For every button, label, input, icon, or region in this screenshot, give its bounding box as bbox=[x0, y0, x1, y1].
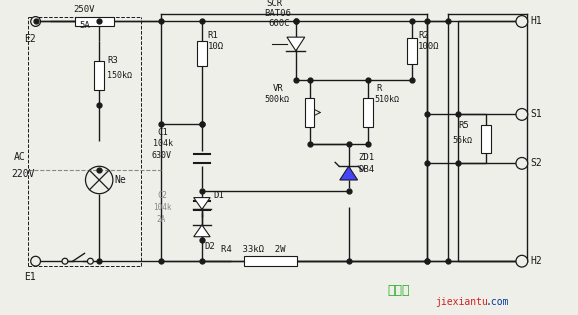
Text: R4  33kΩ  2W: R4 33kΩ 2W bbox=[221, 245, 286, 254]
Text: R3: R3 bbox=[107, 56, 118, 65]
Text: 250V: 250V bbox=[74, 5, 95, 14]
Text: AC: AC bbox=[14, 152, 26, 162]
Text: E1: E1 bbox=[24, 272, 36, 282]
Circle shape bbox=[62, 258, 68, 264]
Text: D1: D1 bbox=[214, 191, 224, 200]
Bar bbox=[481, 125, 491, 152]
Polygon shape bbox=[194, 198, 210, 209]
Bar bbox=[75, 17, 114, 26]
Text: S1: S1 bbox=[531, 109, 542, 119]
Bar bbox=[243, 256, 297, 266]
Text: 220V: 220V bbox=[11, 169, 35, 179]
Text: C1: C1 bbox=[157, 128, 168, 136]
Bar bbox=[197, 41, 207, 66]
Text: 5A: 5A bbox=[79, 21, 90, 30]
Text: 56kΩ: 56kΩ bbox=[453, 136, 472, 145]
Circle shape bbox=[31, 256, 40, 266]
Bar bbox=[305, 98, 314, 127]
Polygon shape bbox=[340, 166, 358, 180]
Text: 接线图: 接线图 bbox=[388, 284, 410, 297]
Polygon shape bbox=[287, 37, 305, 51]
Text: C2: C2 bbox=[157, 191, 167, 200]
Text: R1: R1 bbox=[208, 31, 218, 40]
Text: H2: H2 bbox=[531, 256, 542, 266]
Text: DB4: DB4 bbox=[358, 165, 375, 174]
Circle shape bbox=[516, 16, 528, 27]
Text: D2: D2 bbox=[204, 242, 214, 251]
Text: R2: R2 bbox=[418, 31, 429, 40]
Text: 510kΩ: 510kΩ bbox=[374, 95, 399, 104]
Text: H1: H1 bbox=[531, 16, 542, 26]
Text: 104k: 104k bbox=[153, 139, 173, 148]
Polygon shape bbox=[194, 225, 210, 237]
Circle shape bbox=[31, 17, 40, 26]
Text: R: R bbox=[376, 83, 381, 93]
Text: BAT06: BAT06 bbox=[265, 9, 291, 18]
Text: R5: R5 bbox=[458, 121, 469, 130]
Text: VR: VR bbox=[272, 83, 283, 93]
Text: 104k: 104k bbox=[153, 203, 172, 212]
Text: SCR: SCR bbox=[266, 0, 283, 9]
Text: S2: S2 bbox=[531, 158, 542, 168]
Text: .com: .com bbox=[486, 297, 509, 307]
Circle shape bbox=[516, 158, 528, 169]
Text: 600C: 600C bbox=[268, 19, 290, 28]
Text: 10Ω: 10Ω bbox=[208, 43, 224, 51]
Bar bbox=[94, 60, 104, 90]
Text: jiexiantu: jiexiantu bbox=[435, 297, 488, 307]
Bar bbox=[364, 98, 373, 127]
Text: Ne: Ne bbox=[115, 175, 127, 185]
Text: E2: E2 bbox=[24, 34, 36, 44]
Text: 100Ω: 100Ω bbox=[418, 43, 440, 51]
Circle shape bbox=[516, 109, 528, 120]
Bar bbox=[407, 38, 417, 64]
Text: ZD1: ZD1 bbox=[358, 153, 375, 162]
Text: 630V: 630V bbox=[151, 151, 171, 160]
Text: 2A: 2A bbox=[157, 215, 166, 224]
Text: 150kΩ: 150kΩ bbox=[107, 71, 132, 80]
Circle shape bbox=[87, 258, 93, 264]
Circle shape bbox=[516, 255, 528, 267]
Text: 500kΩ: 500kΩ bbox=[265, 95, 290, 104]
